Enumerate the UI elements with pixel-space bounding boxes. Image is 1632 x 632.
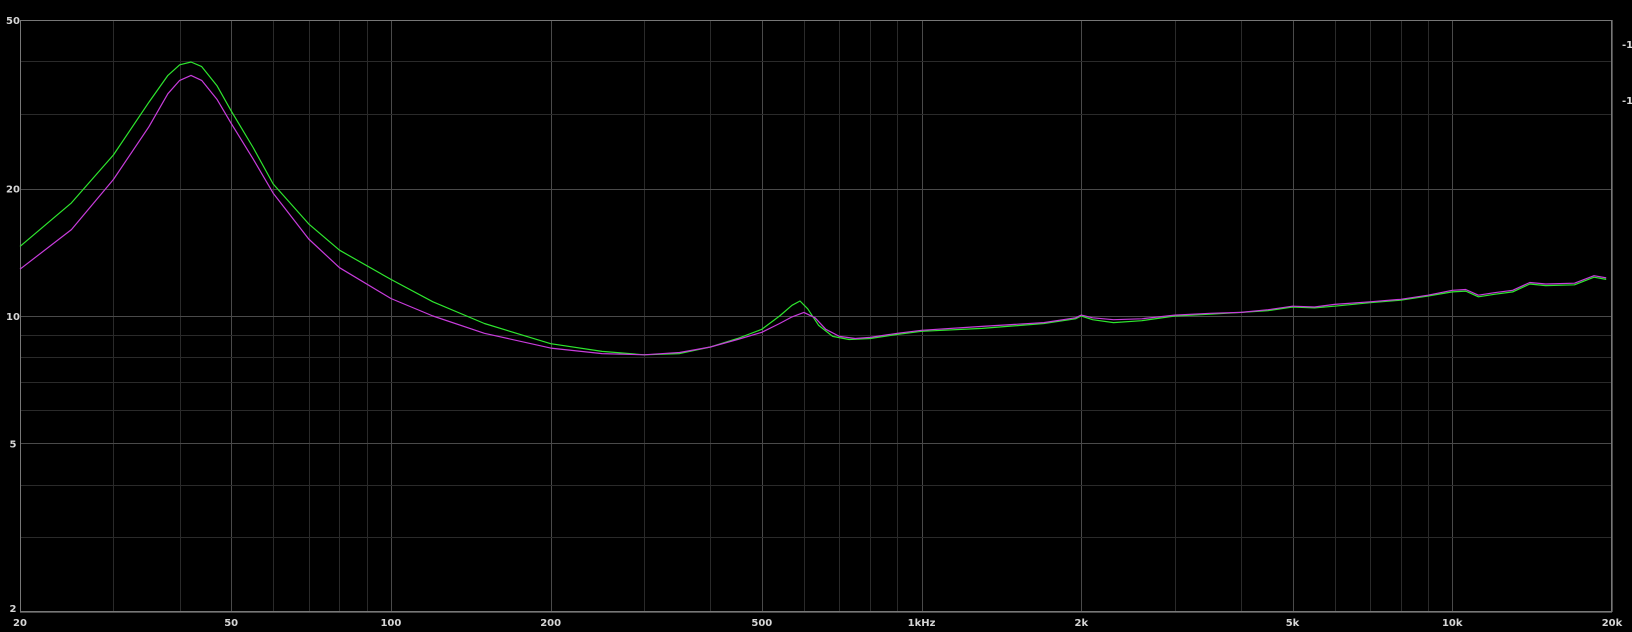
x-tick-label: 5k [1286, 618, 1300, 629]
plot-frame [20, 20, 1612, 612]
x-tick-label: 20 [13, 618, 27, 629]
x-tick-label: 200 [540, 618, 561, 629]
x-tick-label: 500 [751, 618, 772, 629]
x-tick-label: 50 [224, 618, 238, 629]
grid [20, 20, 1613, 613]
y-tick-label: 5 [10, 439, 17, 450]
series-line-1 [19, 61, 1607, 356]
series-line-2 [19, 74, 1607, 356]
y-tick-label: 50 [6, 16, 20, 27]
x-tick-label: 20k [1602, 618, 1623, 629]
x-tick-label: 2k [1075, 618, 1089, 629]
y-tick-label: 2 [10, 604, 17, 615]
right-tick-label: -12 [1622, 40, 1632, 51]
x-tick-label: 100 [380, 618, 401, 629]
series-layer [19, 61, 1607, 356]
x-tick-label: 1kHz [908, 618, 936, 629]
y-tick-label: 20 [6, 185, 20, 196]
axis-ticks: 20 50 100 200 500 1kHz 2k 5k 10k 20k 2 5 10 20 50 -12 -1 [6, 16, 1632, 629]
right-tick-label: -1 [1622, 96, 1632, 107]
x-tick-label: 10k [1442, 618, 1463, 629]
y-tick-label: 10 [6, 312, 20, 323]
